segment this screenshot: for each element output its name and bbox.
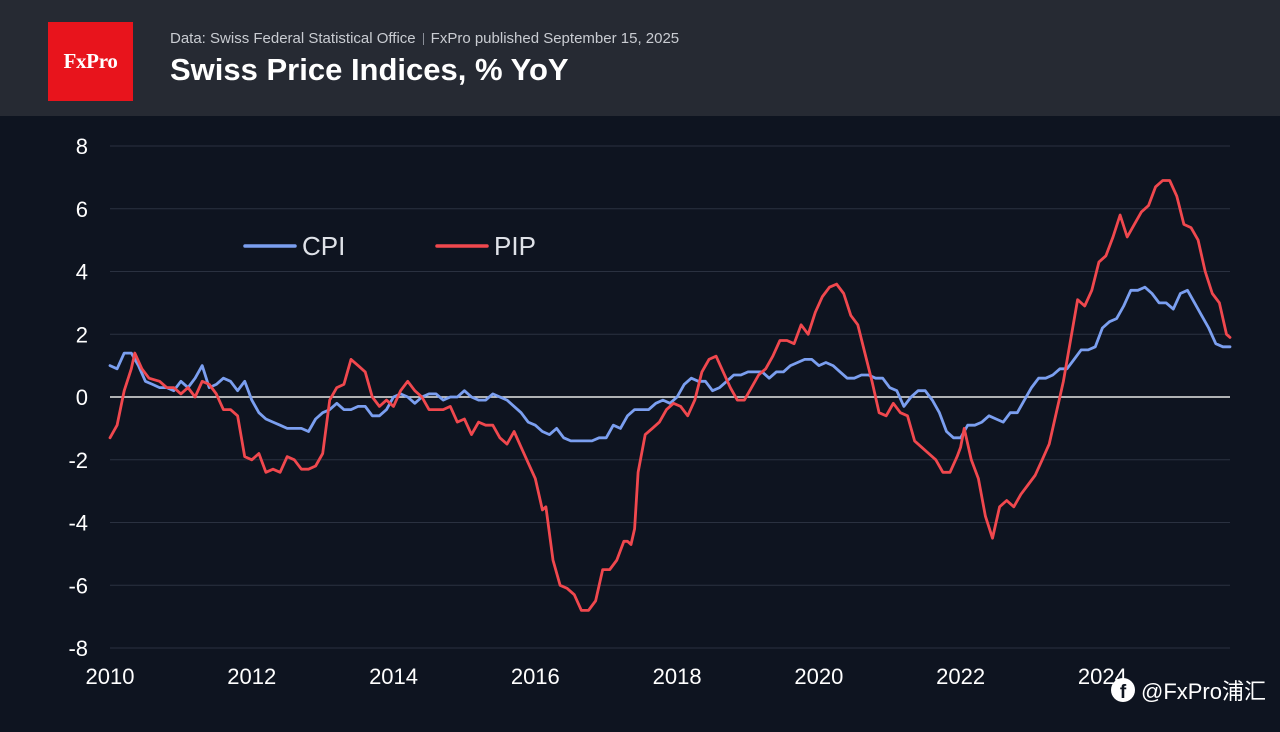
x-tick-label: 2016 [511,664,560,689]
fxpro-logo: FxPro [48,22,133,101]
y-tick-label: -6 [68,573,88,598]
facebook-icon: f [1110,678,1135,702]
x-tick-label: 2010 [86,664,135,689]
y-tick-label: 2 [76,322,88,347]
series-line-pip [108,179,1232,612]
watermark: f @FxPro浦汇 [1110,674,1266,706]
y-tick-label: -4 [68,511,88,536]
y-tick-label: 4 [76,260,88,285]
header-bar: FxPro Data: Swiss Federal Statistical Of… [0,0,1280,116]
x-tick-label: 2014 [369,664,418,689]
x-tick-label: 2022 [936,664,985,689]
grid-lines [110,145,1230,649]
x-tick-label: 2018 [653,664,702,689]
line-chart: 8 6 4 2 0 -2 -4 -6 -8 2010 2012 2014 2016 2018 2020 20… [68,134,1232,689]
x-tick-label: 2012 [227,664,276,689]
x-axis: 2010 2012 2014 2016 2018 2020 2022 2024 [86,664,1127,689]
y-axis: 8 6 4 2 0 -2 -4 -6 -8 [68,134,88,661]
x-tick-label: 2020 [794,664,843,689]
y-tick-label: 0 [76,385,88,410]
logo-text: FxPro [63,49,118,73]
chart-title: Swiss Price Indices, % YoY [170,52,569,87]
y-tick-label: -8 [68,636,88,661]
source-line: Data: Swiss Federal Statistical Office F… [170,30,679,47]
y-tick-label: 6 [76,197,88,222]
separator [422,32,424,45]
y-tick-label: 8 [76,134,88,159]
watermark-text: @FxPro浦汇 [1140,679,1266,704]
series-line-cpi [108,285,1232,443]
data-source: Data: Swiss Federal Statistical Office [170,30,416,47]
series-lines [108,179,1232,612]
published-date: FxPro published September 15, 2025 [430,30,680,47]
legend: CPI PIP [243,231,536,261]
y-tick-label: -2 [68,448,88,473]
legend-label-pip: PIP [494,231,536,261]
legend-label-cpi: CPI [302,231,345,261]
